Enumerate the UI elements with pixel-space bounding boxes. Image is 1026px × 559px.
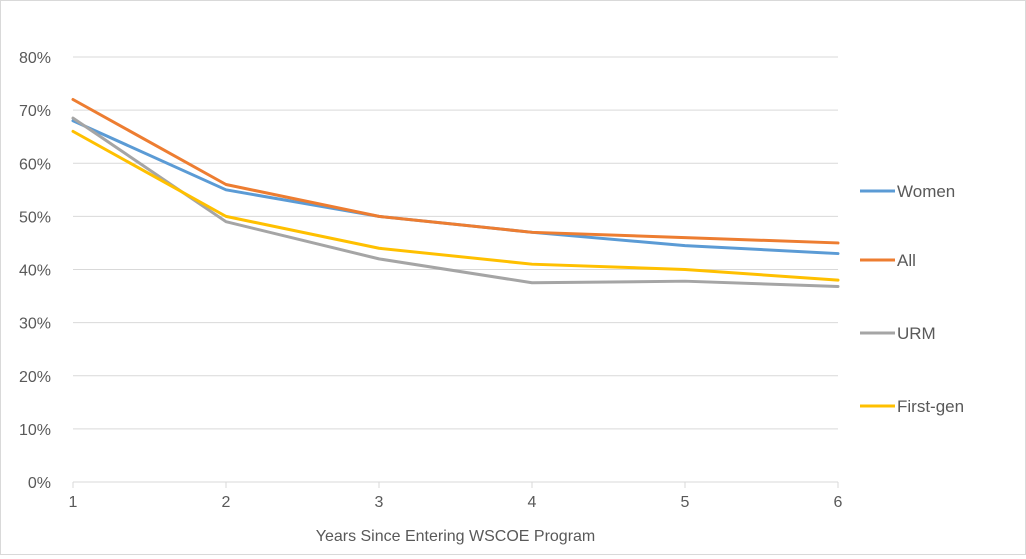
x-tick-label: 2 bbox=[222, 494, 231, 511]
legend-item-first-gen: First-gen bbox=[860, 397, 964, 416]
x-tick-label: 1 bbox=[69, 494, 78, 511]
series-lines bbox=[71, 98, 840, 288]
legend-label: First-gen bbox=[897, 397, 964, 416]
legend-item-urm: URM bbox=[860, 324, 936, 343]
x-axis-tick-labels: 1 2 3 4 5 6 bbox=[69, 494, 843, 511]
x-axis-title: Years Since Entering WSCOE Program bbox=[316, 528, 596, 545]
series-line-women bbox=[71, 119, 840, 256]
legend-item-women: Women bbox=[860, 182, 955, 201]
y-tick-label: 0% bbox=[28, 475, 51, 492]
legend-label: Women bbox=[897, 182, 955, 201]
series-line-urm bbox=[71, 116, 840, 288]
x-tick-label: 5 bbox=[681, 494, 690, 511]
y-tick-label: 60% bbox=[19, 156, 51, 173]
y-tick-label: 80% bbox=[19, 50, 51, 67]
legend: Women All URM First-gen bbox=[860, 182, 964, 416]
legend-label: URM bbox=[897, 324, 936, 343]
legend-label: All bbox=[897, 251, 916, 270]
x-tick-label: 3 bbox=[375, 494, 384, 511]
y-tick-label: 70% bbox=[19, 103, 51, 120]
y-axis-tick-labels: 0% 10% 20% 30% 40% 50% 60% 70% 80% bbox=[19, 50, 51, 492]
series-line-first-gen bbox=[71, 129, 840, 282]
y-tick-label: 50% bbox=[19, 209, 51, 226]
x-tick-label: 6 bbox=[834, 494, 843, 511]
y-tick-label: 20% bbox=[19, 369, 51, 386]
y-tick-label: 30% bbox=[19, 316, 51, 333]
y-tick-label: 10% bbox=[19, 422, 51, 439]
x-axis bbox=[72, 481, 839, 488]
gridlines bbox=[73, 56, 838, 430]
y-tick-label: 40% bbox=[19, 263, 51, 280]
legend-item-all: All bbox=[860, 251, 916, 270]
series-line-all bbox=[71, 98, 840, 245]
x-tick-label: 4 bbox=[528, 494, 537, 511]
